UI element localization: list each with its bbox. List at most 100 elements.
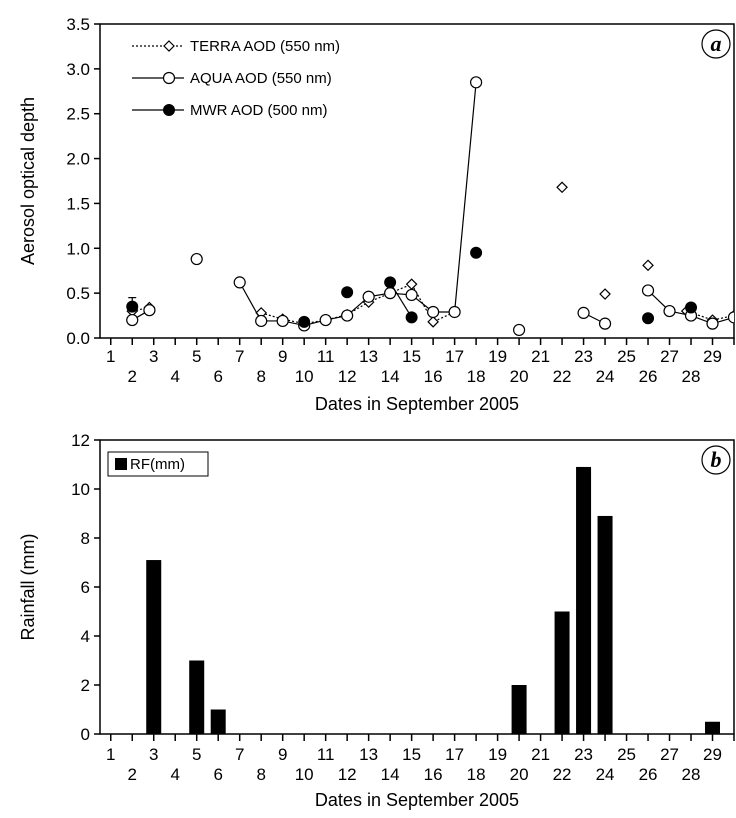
x-tick-label: 18	[467, 765, 486, 784]
panel-label: b	[711, 447, 722, 472]
data-point-1	[320, 315, 331, 326]
x-tick-label: 18	[467, 367, 486, 386]
data-point-2	[342, 287, 353, 298]
data-point-0	[643, 260, 653, 270]
data-point-1	[256, 315, 267, 326]
y-tick-label: 2.0	[66, 150, 90, 169]
y-tick-label: 0	[81, 725, 90, 744]
x-tick-label: 24	[596, 765, 615, 784]
y-tick-label: 2.5	[66, 105, 90, 124]
x-tick-label: 23	[574, 745, 593, 764]
data-point-1	[144, 305, 155, 316]
data-point-1	[342, 310, 353, 321]
data-point-1	[449, 306, 460, 317]
x-tick-label: 14	[381, 367, 400, 386]
x-tick-label: 13	[359, 347, 378, 366]
data-point-0	[600, 289, 610, 299]
x-tick-label: 17	[445, 745, 464, 764]
bar	[146, 560, 161, 734]
x-tick-label: 21	[531, 347, 550, 366]
x-tick-label: 4	[170, 765, 179, 784]
data-point-1	[578, 307, 589, 318]
x-tick-label: 28	[682, 367, 701, 386]
x-tick-label: 19	[488, 745, 507, 764]
x-tick-label: 19	[488, 347, 507, 366]
legend-swatch	[115, 458, 127, 470]
x-tick-label: 29	[703, 745, 722, 764]
bar	[576, 467, 591, 734]
data-point-2	[299, 316, 310, 327]
data-point-2	[385, 277, 396, 288]
x-tick-label: 4	[170, 367, 179, 386]
x-tick-label: 27	[660, 745, 679, 764]
legend-marker	[164, 73, 175, 84]
x-tick-label: 9	[278, 347, 287, 366]
bar	[211, 710, 226, 735]
data-point-2	[686, 302, 697, 313]
y-tick-label: 12	[71, 431, 90, 450]
x-tick-label: 10	[295, 765, 314, 784]
data-point-1	[729, 312, 736, 323]
data-point-2	[127, 301, 138, 312]
series-line-0	[261, 284, 454, 323]
x-tick-label: 8	[256, 367, 265, 386]
data-point-1	[191, 254, 202, 265]
data-point-1	[707, 318, 718, 329]
x-tick-label: 5	[192, 347, 201, 366]
y-tick-label: 3.0	[66, 60, 90, 79]
x-tick-label: 16	[424, 367, 443, 386]
panel-label: a	[711, 31, 722, 56]
y-tick-label: 10	[71, 480, 90, 499]
data-point-2	[471, 247, 482, 258]
x-tick-label: 23	[574, 347, 593, 366]
data-point-0	[407, 279, 417, 289]
y-tick-label: 6	[81, 578, 90, 597]
x-tick-label: 25	[617, 347, 636, 366]
data-point-1	[664, 306, 675, 317]
x-tick-label: 13	[359, 745, 378, 764]
x-tick-label: 16	[424, 765, 443, 784]
legend-marker	[164, 105, 175, 116]
x-tick-label: 22	[553, 765, 572, 784]
x-axis-label: Dates in September 2005	[315, 790, 519, 810]
x-tick-label: 27	[660, 347, 679, 366]
x-tick-label: 3	[149, 347, 158, 366]
y-tick-label: 0.5	[66, 284, 90, 303]
y-tick-label: 3.5	[66, 15, 90, 34]
x-tick-label: 2	[128, 367, 137, 386]
y-tick-label: 0.0	[66, 329, 90, 348]
x-tick-label: 15	[402, 745, 421, 764]
x-tick-label: 11	[317, 347, 335, 366]
data-point-0	[428, 317, 438, 327]
x-tick-label: 7	[235, 347, 244, 366]
y-axis-label: Rainfall (mm)	[18, 533, 38, 640]
x-tick-label: 22	[553, 367, 572, 386]
y-tick-label: 2	[81, 676, 90, 695]
x-tick-label: 17	[445, 347, 464, 366]
data-point-2	[643, 313, 654, 324]
legend-label: MWR AOD (500 nm)	[190, 102, 328, 119]
data-point-1	[406, 289, 417, 300]
y-tick-label: 8	[81, 529, 90, 548]
x-tick-label: 24	[596, 367, 615, 386]
x-tick-label: 28	[682, 765, 701, 784]
x-tick-label: 7	[235, 745, 244, 764]
y-tick-label: 1.5	[66, 194, 90, 213]
x-axis-label: Dates in September 2005	[315, 394, 519, 414]
x-tick-label: 9	[278, 745, 287, 764]
x-tick-label: 11	[317, 745, 335, 764]
x-tick-label: 6	[213, 367, 222, 386]
x-tick-label: 14	[381, 765, 400, 784]
x-tick-label: 3	[149, 745, 158, 764]
x-tick-label: 6	[213, 765, 222, 784]
y-tick-label: 1.0	[66, 239, 90, 258]
x-tick-label: 2	[128, 765, 137, 784]
data-point-1	[277, 315, 288, 326]
data-point-1	[127, 315, 138, 326]
bar	[598, 516, 613, 734]
y-axis-label: Aerosol optical depth	[18, 97, 38, 265]
x-tick-label: 15	[402, 347, 421, 366]
legend-label: RF(mm)	[130, 456, 185, 473]
data-point-1	[643, 285, 654, 296]
